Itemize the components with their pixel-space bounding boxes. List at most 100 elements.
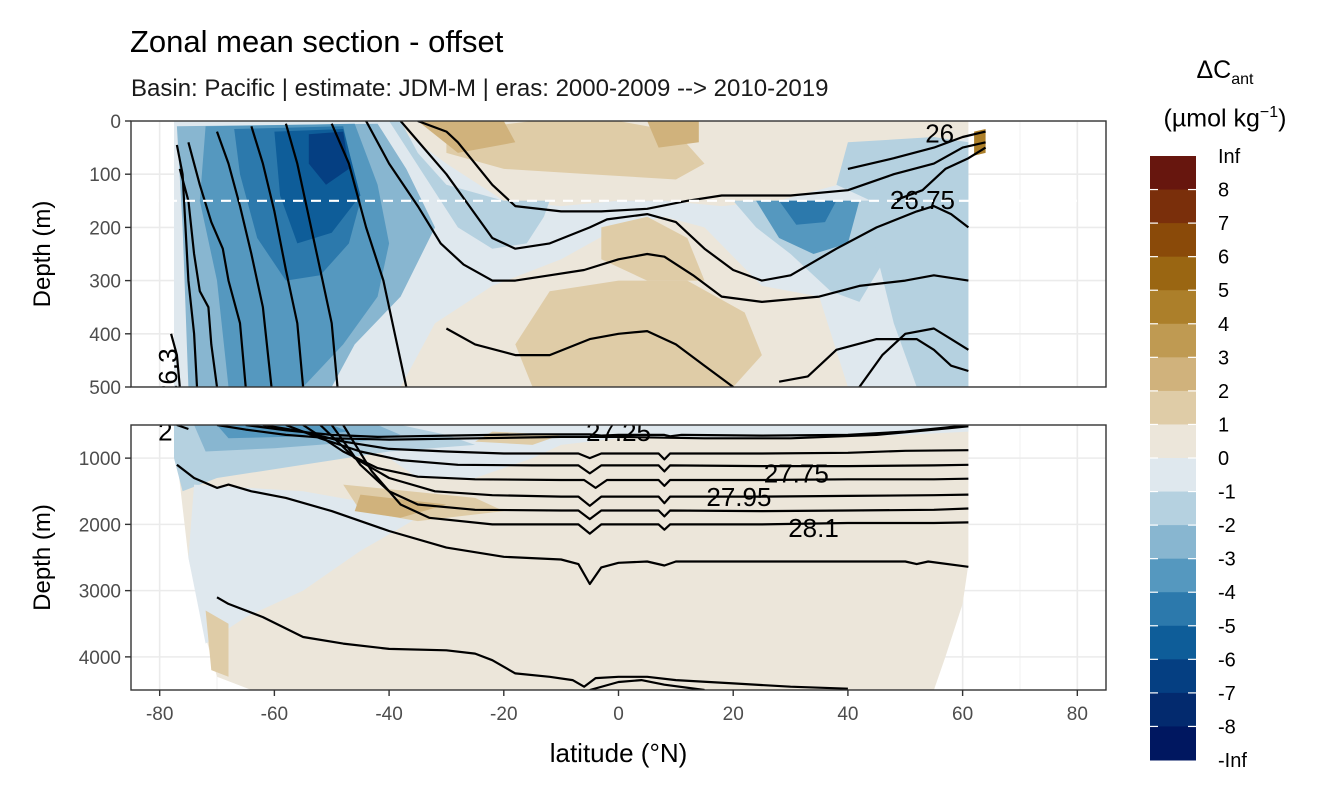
contour-l7 <box>342 425 969 535</box>
fill-region-neg6 <box>308 131 349 185</box>
panel-fill <box>174 121 986 387</box>
legend-label: -3 <box>1218 549 1236 571</box>
legend-label: -8 <box>1218 716 1236 738</box>
contour-label: 26.3 <box>153 348 183 399</box>
legend-label: 8 <box>1218 180 1229 202</box>
legend-swatch <box>1150 491 1196 526</box>
legend-label: -4 <box>1218 582 1236 604</box>
fill-region-lower-neg3 <box>217 425 349 439</box>
fill-region-neg-north4 <box>836 137 969 387</box>
y-tick-label: 100 <box>89 165 121 186</box>
chart-subtitle: Basin: Pacific | estimate: JDM-M | eras:… <box>131 75 829 102</box>
legend-label: 0 <box>1218 448 1229 470</box>
legend-units-pre: (µmol kg <box>1163 104 1260 133</box>
legend-swatch <box>1150 525 1196 560</box>
legend-swatch <box>1150 256 1196 291</box>
y-axis-title: Depth (m) <box>29 504 56 611</box>
legend-label: 5 <box>1218 280 1229 302</box>
legend-label: 4 <box>1218 314 1229 336</box>
legend-swatch <box>1150 390 1196 425</box>
fill-region-lower-pos3 <box>205 610 229 677</box>
x-tick-label: -40 <box>375 704 402 725</box>
legend-label: 7 <box>1218 213 1229 235</box>
x-tick-label: -60 <box>261 704 288 725</box>
legend-label: 2 <box>1218 381 1229 403</box>
legend-label: -2 <box>1218 515 1236 537</box>
contour-u11 <box>778 338 969 383</box>
legend-swatch <box>1150 323 1196 358</box>
contour-u10 <box>445 327 734 387</box>
legend-swatch <box>1150 357 1196 392</box>
contour-u16 <box>170 333 181 387</box>
fill-region-neg1 <box>188 121 550 249</box>
contour-u7 <box>330 123 408 387</box>
legend-label: -6 <box>1218 649 1236 671</box>
contour-l5 <box>319 425 969 507</box>
legend-title: ΔCant <box>1140 56 1310 89</box>
contour-l2 <box>262 425 969 461</box>
y-tick-label: 0 <box>110 112 121 133</box>
legend-units-post: ) <box>1278 104 1287 133</box>
legend-label: -Inf <box>1218 750 1247 772</box>
legend-swatch <box>1150 458 1196 493</box>
y-tick-label: 3000 <box>79 582 121 603</box>
y-tick-label: 500 <box>89 378 121 399</box>
contour-l1b <box>245 425 969 438</box>
x-tick-label: 40 <box>837 704 858 725</box>
y-axis-title: Depth (m) <box>29 201 56 308</box>
contour-u14 <box>847 130 986 170</box>
contour-u6 <box>284 123 339 387</box>
contour-u13 <box>417 121 986 213</box>
x-axis-title: latitude (°N) <box>550 738 688 768</box>
x-tick-label: 60 <box>952 704 973 725</box>
contour-u5 <box>250 125 305 387</box>
contour-u4 <box>215 131 273 387</box>
contour-l1 <box>216 425 969 441</box>
contour-u1 <box>175 144 199 387</box>
y-tick-label: 4000 <box>79 648 121 669</box>
chart-title: Zonal mean section - offset <box>130 24 504 59</box>
fill-region-pos3 <box>601 216 705 281</box>
contour-label: 27.25 <box>586 417 651 447</box>
legend-swatch <box>1150 692 1196 727</box>
legend-swatch <box>1150 223 1196 258</box>
contour-u3 <box>187 142 247 387</box>
fill-region-lower-neg4 <box>188 484 418 644</box>
legend-swatch <box>1150 592 1196 627</box>
x-tick-label: 80 <box>1067 704 1088 725</box>
contour-label: 2 <box>158 416 172 446</box>
legend-swatch <box>1150 659 1196 694</box>
contour-label: 26 <box>925 118 954 148</box>
legend-title-main: ΔC <box>1196 56 1232 84</box>
legend-swatch <box>1150 558 1196 593</box>
contour-l8 <box>176 463 969 586</box>
y-tick-label: 300 <box>89 272 121 293</box>
contour-l10 <box>589 679 705 690</box>
panel-border <box>130 120 1107 388</box>
fill-region-neg-north2 <box>756 200 860 254</box>
contour-label: 27.95 <box>706 482 771 512</box>
contour-u8 <box>365 121 969 303</box>
y-tick-label: 400 <box>89 325 121 346</box>
legend-swatch <box>1150 189 1196 224</box>
contour-label: 28.1 <box>788 513 839 543</box>
fill-region-lower-pos2 <box>354 494 447 518</box>
contour-l4 <box>302 425 969 489</box>
legend-label: 3 <box>1218 347 1229 369</box>
fill-region-pos5 <box>647 121 699 148</box>
fill-region-neg-north3 <box>779 200 837 225</box>
x-tick-label: -80 <box>146 704 173 725</box>
x-tick-label: 0 <box>613 704 624 725</box>
legend-swatch <box>1150 290 1196 325</box>
y-tick-label: 200 <box>89 218 121 239</box>
legend-swatch <box>1150 424 1196 459</box>
legend-label: 6 <box>1218 247 1229 269</box>
contour-l3 <box>285 425 969 475</box>
legend-label: 1 <box>1218 414 1229 436</box>
legend-label: -5 <box>1218 616 1236 638</box>
contour-u9 <box>399 121 970 282</box>
